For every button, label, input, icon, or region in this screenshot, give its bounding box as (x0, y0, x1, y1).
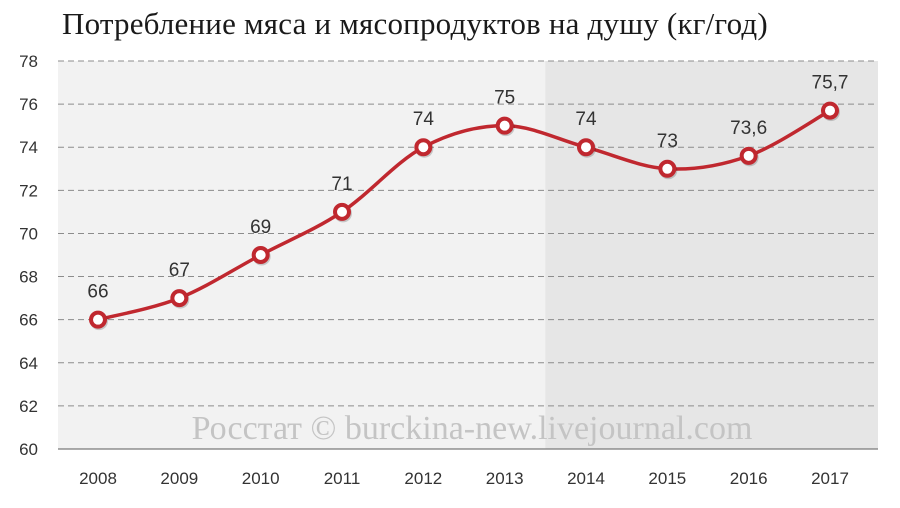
data-point (739, 146, 758, 165)
data-label: 73 (657, 131, 678, 152)
x-tick-label: 2017 (811, 469, 849, 488)
data-label: 67 (169, 260, 190, 281)
y-tick-label: 78 (19, 52, 38, 71)
series-line (96, 108, 832, 322)
data-point (821, 101, 839, 120)
x-axis: 2008 2009 2010 2011 2012 2013 2014 2015 2016 2017 (79, 469, 849, 488)
x-tick-label: 2012 (404, 469, 442, 488)
y-tick-label: 68 (19, 268, 38, 287)
plot-highlight-region (545, 61, 878, 449)
data-label: 74 (575, 109, 597, 130)
data-label: 73,6 (730, 118, 767, 139)
y-axis: 60 62 64 66 68 70 72 74 76 78 (19, 52, 38, 459)
x-tick-label: 2014 (567, 469, 605, 488)
data-label: 71 (331, 174, 352, 195)
data-point (577, 138, 595, 157)
data-label: 75,7 (812, 73, 849, 94)
x-tick-label: 2015 (648, 469, 686, 488)
y-tick-label: 62 (19, 397, 38, 416)
data-point (658, 159, 677, 178)
y-tick-label: 74 (19, 138, 38, 157)
data-point (251, 246, 270, 264)
x-tick-label: 2016 (730, 469, 768, 488)
y-tick-label: 70 (19, 224, 38, 243)
data-point (170, 289, 189, 308)
data-label: 75 (494, 88, 515, 109)
data-point (495, 116, 514, 135)
x-tick-label: 2013 (486, 469, 524, 488)
x-tick-label: 2009 (160, 469, 198, 488)
y-tick-label: 66 (19, 311, 38, 330)
y-tick-label: 72 (19, 181, 38, 200)
x-tick-label: 2008 (79, 469, 117, 488)
data-point (333, 202, 351, 221)
data-label: 69 (250, 217, 271, 238)
y-tick-label: 64 (19, 354, 38, 373)
data-label: 66 (87, 282, 108, 303)
chart-title: Потребление мяса и мясопродуктов на душу… (62, 6, 768, 41)
data-point (414, 138, 433, 157)
x-tick-label: 2010 (242, 469, 280, 488)
grid-lines (58, 60, 878, 450)
watermark: Росстат © burckina-new.livejournal.com (192, 410, 753, 447)
y-tick-label: 60 (19, 440, 38, 459)
x-tick-label: 2011 (324, 469, 361, 488)
data-labels: 66 67 69 71 74 75 74 73 73,6 75,7 (87, 73, 848, 303)
data-label: 74 (413, 109, 435, 130)
data-point (89, 310, 107, 329)
y-tick-label: 76 (19, 95, 38, 114)
data-points (89, 101, 840, 331)
